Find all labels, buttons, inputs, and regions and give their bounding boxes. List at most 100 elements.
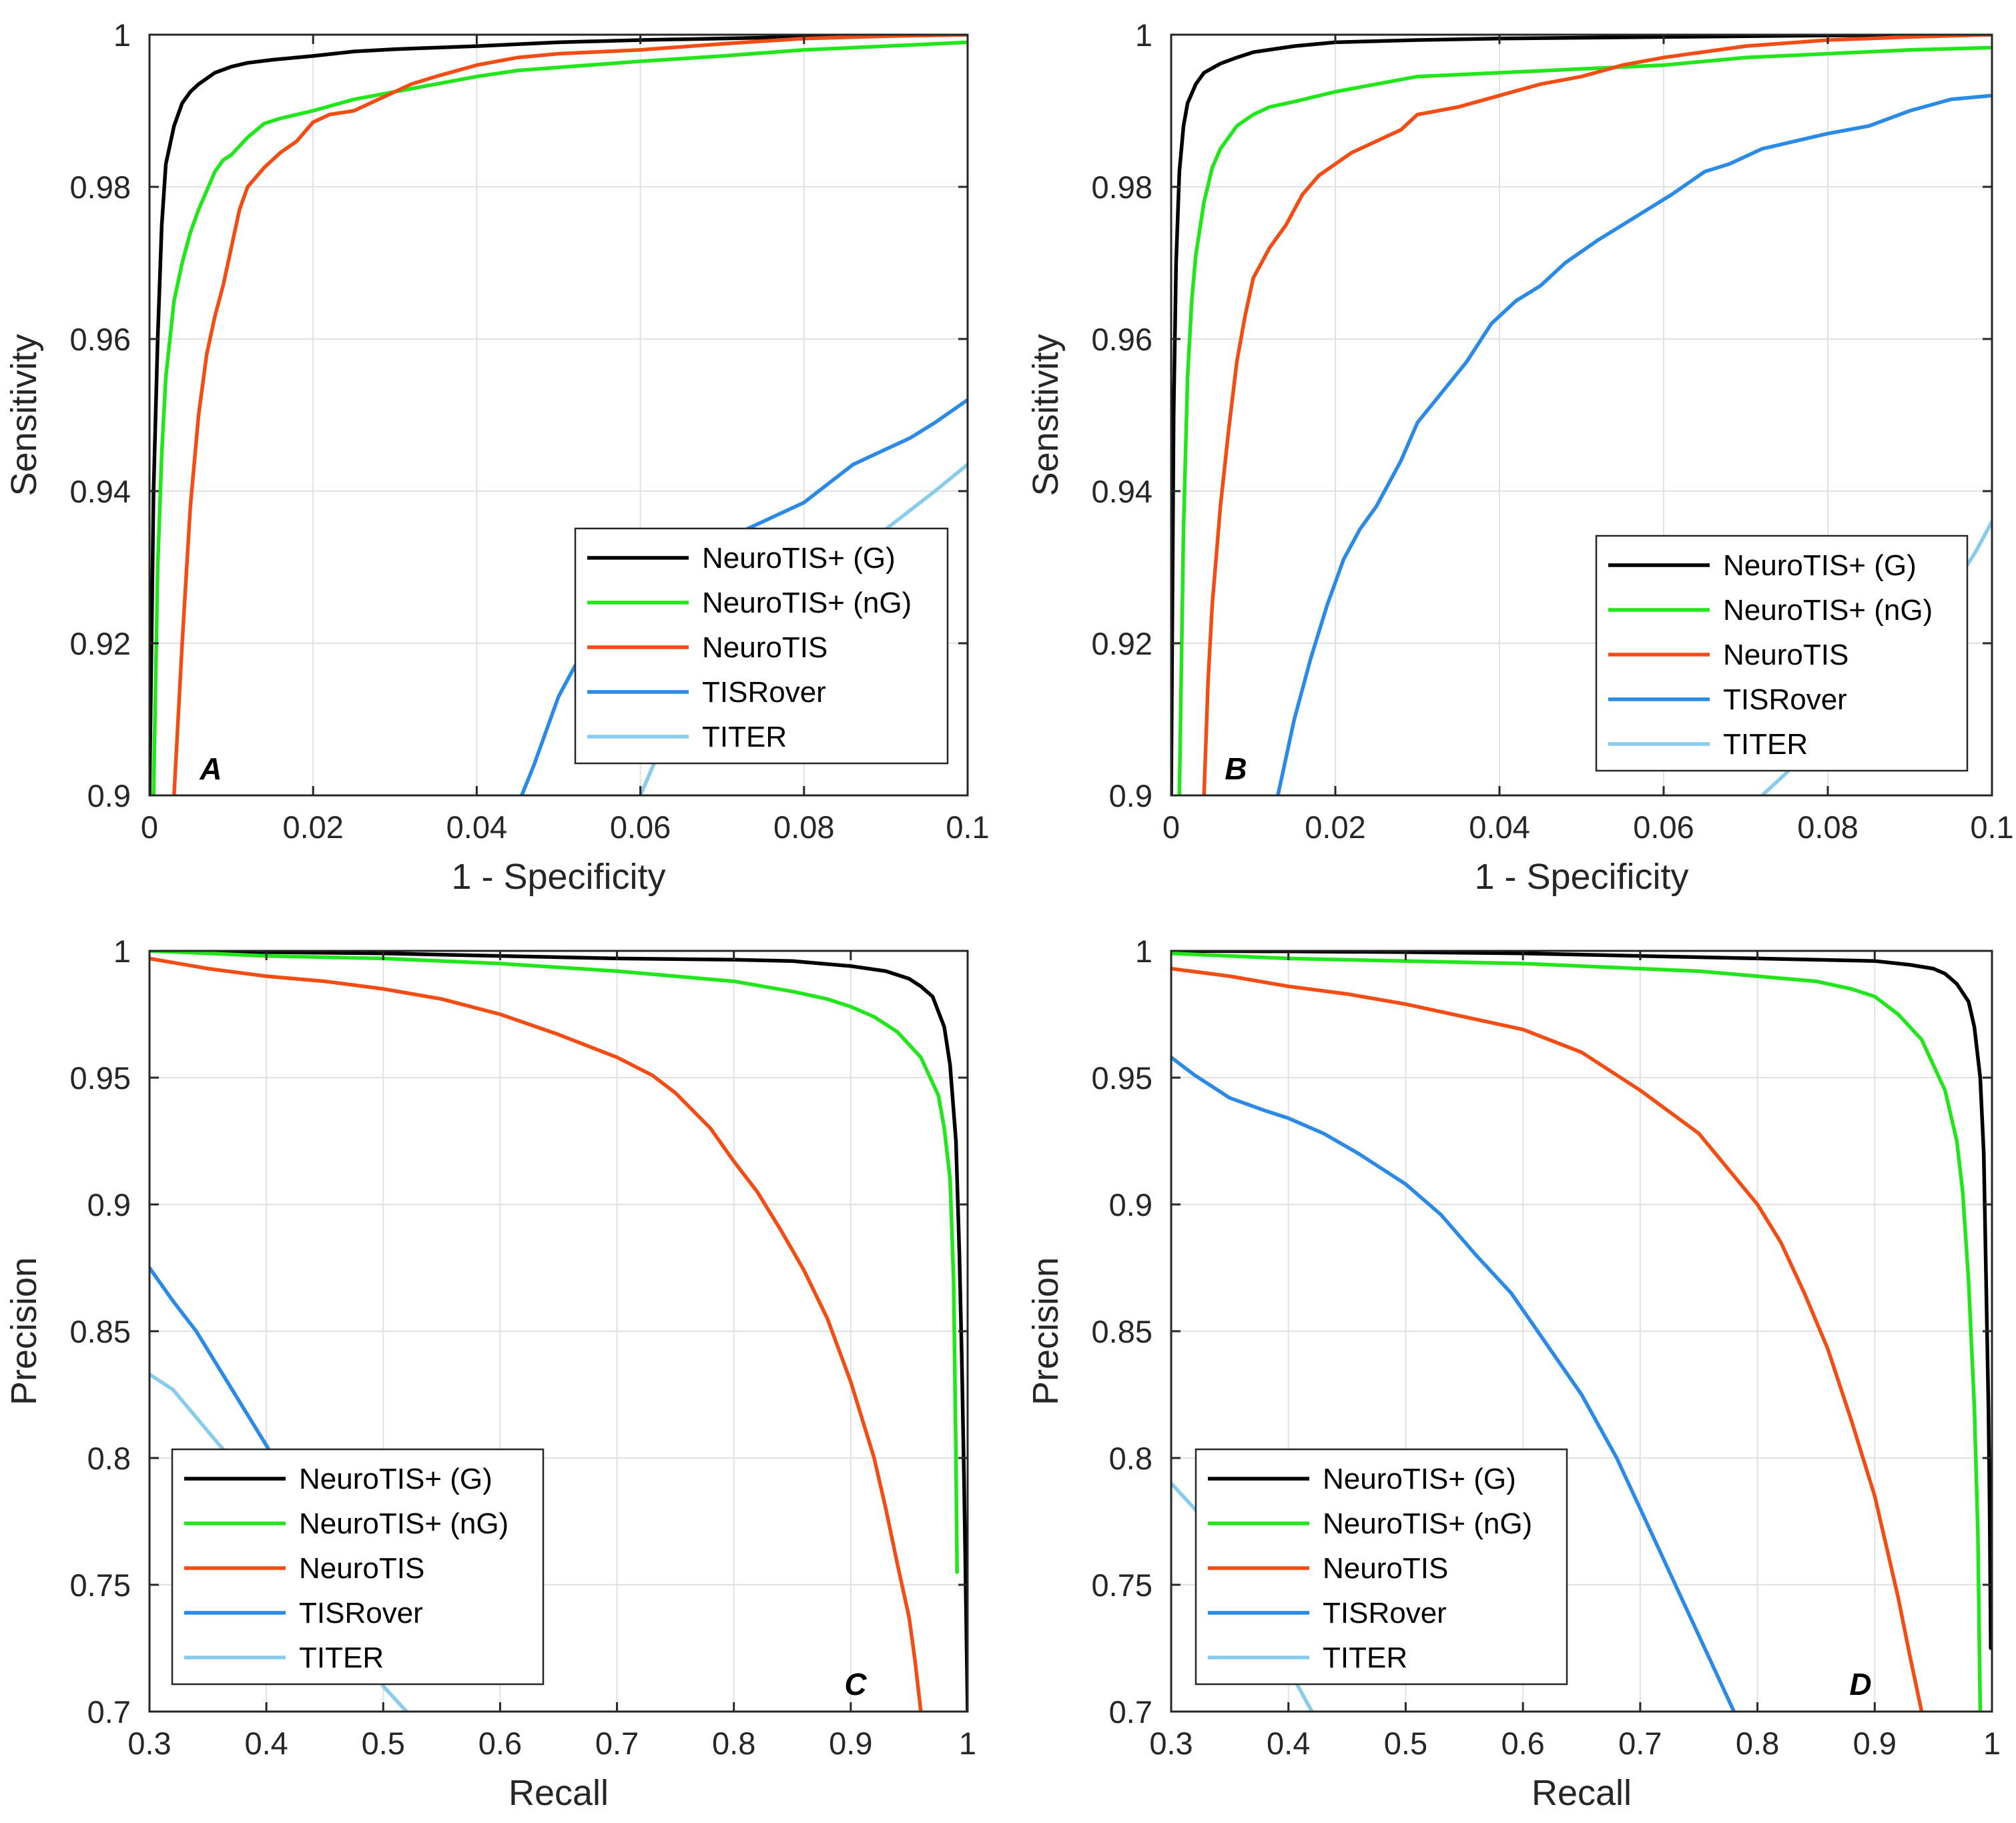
axes-frame <box>148 33 969 797</box>
legend-label-neurotis-g: NeuroTIS+ (G) <box>702 542 896 575</box>
panel-letter: B <box>1225 751 1247 786</box>
legend-label-neurotis: NeuroTIS <box>702 631 827 664</box>
series-line-neurotis-ng <box>1177 45 1992 795</box>
x-tick-label: 0 <box>141 809 158 845</box>
y-tick-label: 1 <box>1135 17 1152 53</box>
x-tick-label: 0.6 <box>478 1726 522 1761</box>
x-tick-label: 0.4 <box>1267 1726 1310 1761</box>
y-axis-label: Precision <box>1026 1257 1066 1405</box>
legend-label-tisrover: TISRover <box>702 676 826 709</box>
legend-label-titer: TITER <box>299 1642 384 1674</box>
legend-label-neurotis-g: NeuroTIS+ (G) <box>299 1463 492 1495</box>
y-tick-label: 0.8 <box>1109 1441 1152 1476</box>
y-axis-label: Precision <box>4 1257 44 1405</box>
legend-label-neurotis-ng: NeuroTIS+ (nG) <box>299 1507 509 1540</box>
legend-label-neurotis-g: NeuroTIS+ (G) <box>1323 1463 1516 1495</box>
x-tick-label: 0.5 <box>362 1726 405 1761</box>
x-tick-label: 0.08 <box>1797 809 1858 845</box>
y-tick-label: 0.7 <box>1109 1694 1152 1730</box>
legend-label-titer: TITER <box>702 721 787 753</box>
series-group <box>149 951 968 1712</box>
series-line-neurotis <box>1202 35 1992 795</box>
series-line-tisrover <box>1276 93 1992 795</box>
legend-label-neurotis: NeuroTIS <box>299 1552 424 1585</box>
legend-label-neurotis-ng: NeuroTIS+ (nG) <box>1723 594 1933 627</box>
x-tick-label: 0.7 <box>595 1726 639 1761</box>
axes-frame <box>1170 33 1993 797</box>
legend: NeuroTIS+ (G) NeuroTIS+ (nG) NeuroTIS TISRo… <box>574 527 949 765</box>
y-tick-label: 0.92 <box>70 626 131 661</box>
y-tick-label: 0.95 <box>1092 1060 1152 1096</box>
y-tick-label: 0.8 <box>87 1441 131 1476</box>
x-tick-label: 0.02 <box>1305 809 1365 845</box>
y-tick-label: 1 <box>1135 934 1152 969</box>
panel-letter: D <box>1849 1667 1871 1702</box>
legend-label-neurotis: NeuroTIS <box>1723 639 1849 671</box>
x-axis-label: Recall <box>509 1773 609 1813</box>
y-tick-label: 0.94 <box>1092 474 1152 509</box>
x-tick-label: 0.9 <box>829 1726 872 1761</box>
x-tick-label: 0.06 <box>610 809 671 845</box>
legend-label-tisrover: TISRover <box>299 1597 423 1629</box>
x-axis-label: 1 - Specificity <box>451 857 665 897</box>
legend-label-titer: TITER <box>1723 728 1808 761</box>
x-tick-label: 1 <box>959 1726 976 1761</box>
series-line-tisrover <box>149 1266 280 1468</box>
x-tick-label: 0.04 <box>1469 809 1530 845</box>
legend: NeuroTIS+ (G) NeuroTIS+ (nG) NeuroTIS TISRo… <box>171 1448 545 1686</box>
x-tick-label: 0.3 <box>1149 1726 1193 1761</box>
legend: NeuroTIS+ (G) NeuroTIS+ (nG) NeuroTIS TISRo… <box>1595 534 1969 772</box>
series-line-neurotis-g <box>149 951 968 1712</box>
series-line-neurotis-g <box>1171 951 1992 1650</box>
x-tick-label: 0.7 <box>1618 1726 1662 1761</box>
legend-label-titer: TITER <box>1323 1642 1407 1674</box>
x-tick-label: 0.06 <box>1633 809 1694 845</box>
series-group <box>1171 951 1992 1712</box>
x-tick-label: 0.08 <box>773 809 834 845</box>
y-tick-label: 0.98 <box>1092 169 1152 205</box>
y-tick-label: 0.9 <box>1109 1187 1152 1222</box>
y-tick-label: 1 <box>113 934 131 969</box>
x-axis-label: Recall <box>1532 1773 1632 1813</box>
series-line-neurotis-ng <box>1171 952 1983 1712</box>
y-tick-label: 0.85 <box>70 1314 131 1349</box>
legend-label-tisrover: TISRover <box>1723 683 1847 716</box>
y-tick-label: 0.75 <box>70 1567 131 1603</box>
x-tick-label: 0.6 <box>1501 1726 1544 1761</box>
series-line-tisrover <box>1171 1055 1736 1712</box>
x-tick-label: 0.02 <box>282 809 343 845</box>
y-axis-label: Sensitivity <box>4 334 44 496</box>
y-tick-label: 0.9 <box>87 1187 131 1222</box>
x-tick-label: 0.04 <box>446 809 507 845</box>
y-tick-label: 0.96 <box>70 322 131 357</box>
y-tick-label: 0.7 <box>87 1694 131 1730</box>
x-tick-label: 0.1 <box>946 809 989 845</box>
legend-label-neurotis-ng: NeuroTIS+ (nG) <box>702 587 912 619</box>
legend-label-neurotis-g: NeuroTIS+ (G) <box>1723 549 1917 582</box>
x-axis-label: 1 - Specificity <box>1474 857 1688 897</box>
x-tick-label: 0.4 <box>244 1726 288 1761</box>
x-tick-label: 0.3 <box>127 1726 171 1761</box>
legend-label-neurotis: NeuroTIS <box>1323 1552 1448 1585</box>
y-tick-label: 0.94 <box>70 474 131 509</box>
y-tick-label: 1 <box>113 17 131 53</box>
y-tick-label: 0.98 <box>70 169 131 205</box>
y-tick-label: 0.95 <box>70 1060 131 1096</box>
panel-letter: A <box>199 751 222 786</box>
x-tick-label: 0 <box>1162 809 1180 845</box>
series-line-neurotis-ng <box>149 951 959 1574</box>
chart-panel-a: 0 0.02 0.04 0.06 0.08 0.1 0.9 0.92 0.94 0.96 0.98 1… <box>4 17 990 897</box>
legend: NeuroTIS+ (G) NeuroTIS+ (nG) NeuroTIS TISRo… <box>1195 1448 1568 1686</box>
y-tick-label: 0.92 <box>1092 626 1152 661</box>
y-tick-label: 0.9 <box>1109 778 1152 813</box>
series-line-neurotis-g <box>149 35 968 795</box>
legend-label-tisrover: TISRover <box>1323 1597 1447 1629</box>
series-group <box>149 35 968 795</box>
x-tick-label: 1 <box>1983 1726 2001 1761</box>
chart-panel-b: 0 0.02 0.04 0.06 0.08 0.1 0.9 0.92 0.94 0.96 0.98 1… <box>1026 17 2014 897</box>
y-tick-label: 0.85 <box>1092 1314 1152 1349</box>
x-tick-label: 0.8 <box>712 1726 755 1761</box>
x-tick-label: 0.8 <box>1736 1726 1779 1761</box>
legend-box <box>1195 1448 1568 1686</box>
series-line-neurotis <box>172 35 968 795</box>
